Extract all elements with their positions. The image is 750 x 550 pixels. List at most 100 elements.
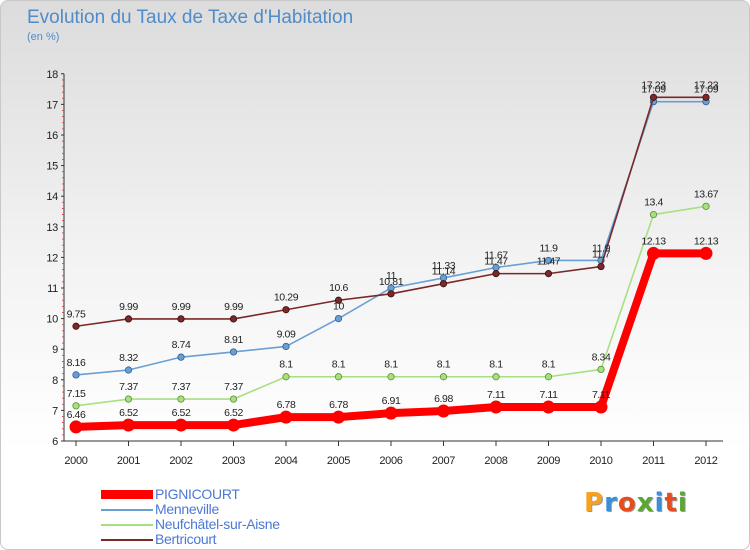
data-point (229, 315, 238, 323)
data-point (177, 353, 185, 361)
data-label: 10 (333, 301, 344, 313)
data-label: 8.1 (489, 359, 503, 371)
series-bertricourt (72, 93, 710, 330)
y-axis-unit: (en %) (27, 31, 60, 43)
data-point (124, 366, 133, 374)
data-point (649, 210, 658, 219)
x-tick-label: 2005 (327, 455, 350, 467)
data-point (702, 202, 710, 210)
data-point (439, 280, 448, 288)
data-point (72, 322, 80, 330)
data-label: 6.78 (277, 399, 296, 411)
data-label: 11.47 (537, 256, 561, 268)
data-label: 7.37 (119, 381, 138, 393)
data-label: 8.16 (67, 357, 86, 369)
data-point (334, 296, 343, 304)
series-line (75, 100, 707, 376)
data-label: 6.52 (119, 407, 138, 419)
data-point (72, 371, 80, 379)
data-point (544, 270, 553, 278)
data-point (544, 256, 553, 265)
data-label: 12.13 (694, 235, 719, 247)
x-tick-label: 2008 (484, 455, 507, 467)
data-label: 9.09 (277, 328, 296, 340)
data-label: 11 (386, 270, 397, 282)
y-tick-label: 9 (52, 344, 58, 356)
logo-letter: i (677, 488, 688, 518)
x-tick-label: 2004 (274, 455, 297, 467)
y-tick-label: 16 (46, 130, 58, 142)
data-point (334, 314, 343, 323)
data-label: 11.7 (592, 249, 611, 261)
data-point (334, 373, 343, 381)
data-label: 13.4 (644, 197, 663, 209)
data-point (279, 410, 293, 424)
logo-letter: x (636, 488, 655, 518)
y-tick-label: 7 (52, 405, 58, 417)
data-point (387, 373, 395, 381)
logo-letter: r (604, 488, 618, 518)
data-label: 6.52 (224, 407, 243, 419)
data-label: 11.47 (484, 256, 508, 268)
data-label: 11.9 (539, 242, 558, 254)
data-label: 8.1 (437, 359, 451, 371)
y-tick-label: 18 (46, 69, 58, 81)
data-label: 6.78 (329, 399, 348, 411)
series-layer (69, 93, 713, 434)
series-neufchatel-sur-aisne (72, 202, 710, 410)
data-label: 8.74 (172, 339, 191, 351)
series-pignicourt (69, 246, 713, 434)
data-label: 6.46 (67, 409, 86, 421)
data-label: 12.13 (641, 235, 666, 247)
data-label: 7.11 (592, 389, 611, 401)
data-point (702, 93, 710, 101)
data-point (72, 402, 80, 410)
data-point (177, 315, 185, 323)
logo-letter: i (654, 488, 665, 518)
legend-label: PIGNICOURT (155, 486, 240, 502)
data-point (332, 410, 345, 424)
data-point (542, 400, 555, 414)
legend-swatch (101, 490, 153, 499)
data-point (124, 315, 133, 323)
data-point (492, 270, 500, 278)
data-point (282, 373, 290, 381)
chart-title: Evolution du Taux de Taxe d'Habitation (27, 7, 354, 28)
data-label: 11.14 (432, 266, 456, 278)
x-tick-label: 2011 (642, 455, 665, 467)
data-label: 11.67 (484, 249, 508, 261)
data-label: 6.98 (434, 393, 453, 405)
data-point (597, 365, 605, 373)
legend-swatch (101, 508, 153, 511)
data-point (229, 395, 238, 403)
data-label: 17.23 (641, 79, 666, 91)
legend-label: Bertricourt (155, 531, 217, 547)
data-label: 8.32 (119, 352, 138, 364)
data-point (122, 418, 135, 432)
data-label: 10.6 (329, 282, 348, 294)
data-label: 8.1 (279, 359, 293, 371)
data-labels-layer: 7.15 7.37 7.37 7.37 8.1 8.1 8.1 8.1 8.1 8.1 8.34 13… (67, 79, 720, 421)
y-tick-label: 13 (46, 222, 58, 234)
data-point (594, 400, 608, 414)
data-label: 9.99 (172, 301, 191, 313)
proxiti-logo: Proxiti (584, 488, 688, 518)
data-point (282, 342, 290, 351)
data-point (124, 395, 133, 403)
data-label: 9.99 (119, 301, 138, 313)
y-tick-label: 12 (46, 252, 58, 264)
x-tick-label: 2001 (117, 455, 140, 467)
data-label: 8.34 (592, 351, 611, 363)
data-label: 7.37 (172, 381, 191, 393)
y-tick-label: 10 (46, 314, 58, 326)
data-point (647, 246, 660, 260)
y-tick-label: 17 (46, 99, 58, 111)
data-label: 8.1 (384, 359, 398, 371)
data-point (439, 373, 448, 381)
data-label: 10.81 (379, 276, 404, 288)
data-label: 9.75 (67, 308, 86, 320)
series-menneville (72, 98, 710, 379)
x-tick-label: 2006 (379, 455, 402, 467)
x-tick-label: 2009 (537, 455, 560, 467)
